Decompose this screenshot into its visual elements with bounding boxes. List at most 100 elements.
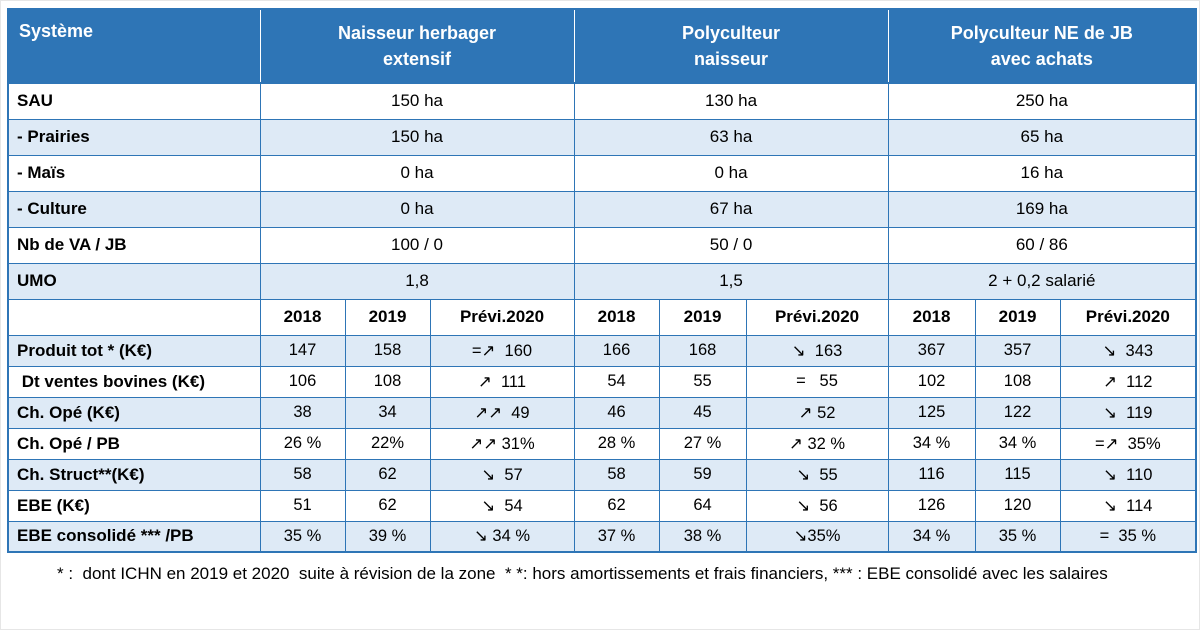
data-value: 62	[344, 458, 431, 491]
row-label: Produit tot * (K€)	[7, 334, 261, 367]
data-value: 64	[658, 489, 747, 522]
row-label: EBE consolidé *** /PB	[7, 520, 261, 553]
main-header-row: Système Naisseur herbager extensif Polyc…	[7, 8, 1197, 84]
info-value: 60 / 86	[887, 226, 1197, 264]
year-header: 2019	[658, 298, 747, 336]
info-value: 67 ha	[573, 190, 889, 228]
row-label: - Culture	[7, 190, 261, 228]
data-value: 45	[658, 396, 747, 429]
data-value: 28 %	[573, 427, 660, 460]
data-value: ↘ 55	[745, 458, 889, 491]
data-value: ↘ 34 %	[429, 520, 575, 553]
data-value: =↗ 35%	[1059, 427, 1197, 460]
info-row-6: UMO 1,8 1,5 2 + 0,2 salarié	[7, 262, 1197, 300]
data-value: ↘ 57	[429, 458, 575, 491]
data-value: ↘ 343	[1059, 334, 1197, 367]
data-value: ↗ 52	[745, 396, 889, 429]
data-value: ↘35%	[745, 520, 889, 553]
header-group-naisseur-herbager: Naisseur herbager extensif	[259, 8, 575, 84]
data-value: ↘ 110	[1059, 458, 1197, 491]
data-value: ↘ 163	[745, 334, 889, 367]
group-label-line1: Polyculteur NE de JB	[950, 22, 1133, 43]
info-row-3: - Maïs 0 ha 0 ha 16 ha	[7, 154, 1197, 192]
data-value: 39 %	[344, 520, 431, 553]
data-value: 367	[887, 334, 976, 367]
data-value: = 35 %	[1059, 520, 1197, 553]
info-value: 250 ha	[887, 82, 1197, 120]
data-value: =↗ 160	[429, 334, 575, 367]
info-row-5: Nb de VA / JB 100 / 0 50 / 0 60 / 86	[7, 226, 1197, 264]
data-value: 116	[887, 458, 976, 491]
row-label: Ch. Struct**(K€)	[7, 458, 261, 491]
info-value: 50 / 0	[573, 226, 889, 264]
info-value: 0 ha	[259, 190, 575, 228]
data-value: 120	[974, 489, 1061, 522]
row-label: - Maïs	[7, 154, 261, 192]
group-label-line2: extensif	[383, 49, 452, 69]
data-row-5: Ch. Struct**(K€) 58 62 ↘ 57 58 59 ↘ 55 116 115 ↘ …	[7, 458, 1197, 491]
data-value: 38 %	[658, 520, 747, 553]
data-value: 158	[344, 334, 431, 367]
group-label-line2: naisseur	[694, 49, 769, 69]
data-value: 357	[974, 334, 1061, 367]
group-label-line1: Naisseur herbager	[337, 22, 497, 43]
info-value: 150 ha	[259, 82, 575, 120]
data-value: 37 %	[573, 520, 660, 553]
info-value: 16 ha	[887, 154, 1197, 192]
data-value: 38	[259, 396, 346, 429]
info-value: 169 ha	[887, 190, 1197, 228]
footnote: * : dont ICHN en 2019 et 2020 suite à ré…	[57, 564, 1108, 583]
data-value: 62	[573, 489, 660, 522]
row-label: UMO	[7, 262, 261, 300]
data-value: 35 %	[259, 520, 346, 553]
data-value: ↘ 114	[1059, 489, 1197, 522]
info-value: 65 ha	[887, 118, 1197, 156]
group-label-line1: Polyculteur	[682, 22, 781, 43]
row-label: Ch. Opé / PB	[7, 427, 261, 460]
data-value: ↗ 32 %	[745, 427, 889, 460]
info-value: 63 ha	[573, 118, 889, 156]
data-value: 166	[573, 334, 660, 367]
info-value: 0 ha	[259, 154, 575, 192]
info-value: 0 ha	[573, 154, 889, 192]
data-value: 126	[887, 489, 976, 522]
data-value: 58	[259, 458, 346, 491]
info-value: 2 + 0,2 salarié	[887, 262, 1197, 300]
data-row-3: Ch. Opé (K€) 38 34 ↗↗ 49 46 45 ↗ 52 125 122 ↘ 119	[7, 396, 1197, 429]
year-header: 2018	[259, 298, 346, 336]
data-value: 115	[974, 458, 1061, 491]
data-value: 147	[259, 334, 346, 367]
year-row-blank-cell	[7, 298, 261, 336]
row-label: Dt ventes bovines (K€)	[7, 365, 261, 398]
data-value: ↗↗ 31%	[429, 427, 575, 460]
data-row-4: Ch. Opé / PB 26 % 22% ↗↗ 31% 28 % 27 % ↗ 32 % 3…	[7, 427, 1197, 460]
data-value: 59	[658, 458, 747, 491]
data-value: 34 %	[887, 520, 976, 553]
data-value: 108	[344, 365, 431, 398]
data-value: 26 %	[259, 427, 346, 460]
data-value: 62	[344, 489, 431, 522]
data-value: ↘ 54	[429, 489, 575, 522]
year-header: 2019	[974, 298, 1061, 336]
year-header: Prévi.2020	[429, 298, 575, 336]
data-value: 108	[974, 365, 1061, 398]
data-row-1: Produit tot * (K€) 147 158 =↗ 160 166 168 ↘ 16…	[7, 334, 1197, 367]
data-value: 34 %	[887, 427, 976, 460]
farm-systems-table: Système Naisseur herbager extensif Polyc…	[7, 8, 1198, 553]
header-systeme: Système	[7, 8, 261, 84]
data-value: 122	[974, 396, 1061, 429]
data-value: 34 %	[974, 427, 1061, 460]
info-row-2: - Prairies 150 ha 63 ha 65 ha	[7, 118, 1197, 156]
data-value: ↘ 56	[745, 489, 889, 522]
data-value: 106	[259, 365, 346, 398]
data-value: 27 %	[658, 427, 747, 460]
data-value: = 55	[745, 365, 889, 398]
data-value: 125	[887, 396, 976, 429]
data-row-2: Dt ventes bovines (K€) 106 108 ↗ 111 54 55 = 5…	[7, 365, 1197, 398]
data-value: ↗ 111	[429, 365, 575, 398]
info-value: 150 ha	[259, 118, 575, 156]
data-value: 51	[259, 489, 346, 522]
data-value: ↘ 119	[1059, 396, 1197, 429]
data-value: ↗ 112	[1059, 365, 1197, 398]
data-value: 22%	[344, 427, 431, 460]
